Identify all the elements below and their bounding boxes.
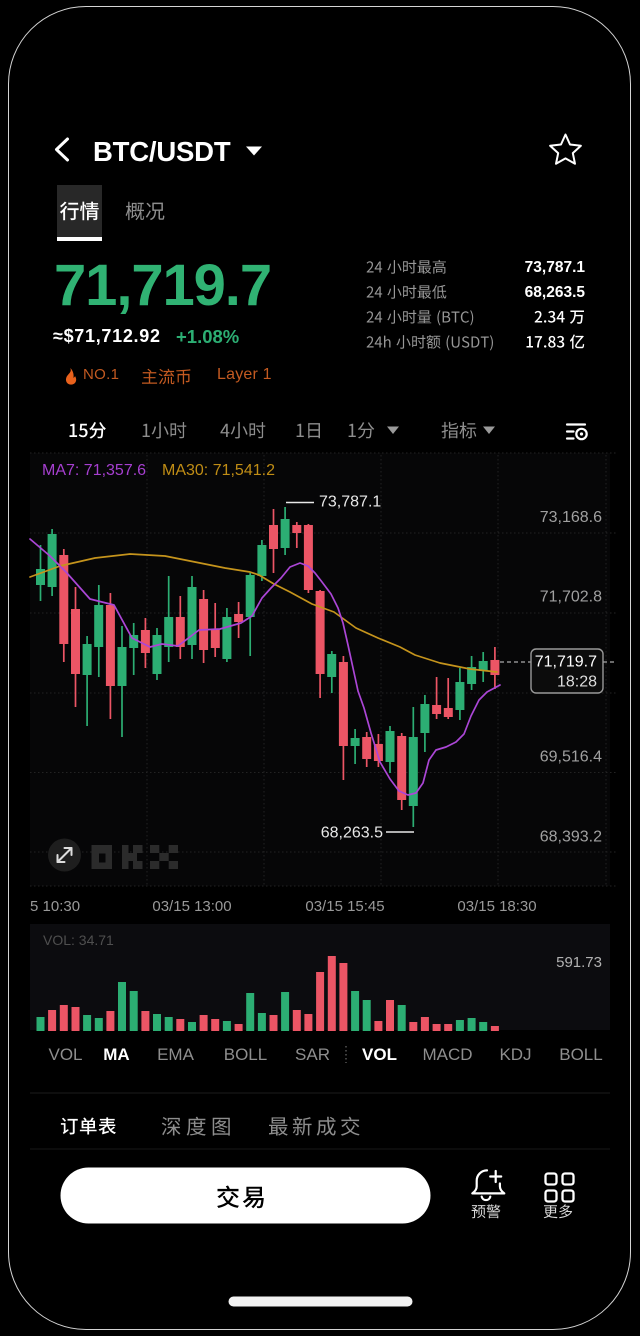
svg-text:VOL: 34.71: VOL: 34.71 [43, 932, 114, 948]
svg-text:KDJ: KDJ [499, 1045, 531, 1064]
svg-text:18:28: 18:28 [557, 674, 597, 691]
svg-text:EMA: EMA [157, 1045, 195, 1064]
svg-text:MA7: 71,357.6: MA7: 71,357.6 [42, 462, 146, 479]
svg-text:VOL: VOL [362, 1045, 397, 1064]
svg-text:BOLL: BOLL [559, 1045, 602, 1064]
svg-text:5 10:30: 5 10:30 [30, 898, 80, 915]
svg-text:MA30: 71,541.2: MA30: 71,541.2 [162, 462, 275, 479]
svg-text:BOLL: BOLL [224, 1045, 267, 1064]
svg-text:591.73: 591.73 [556, 954, 602, 971]
svg-text:MACD: MACD [422, 1045, 472, 1064]
svg-text:73,787.1: 73,787.1 [319, 494, 381, 511]
svg-text:03/15 15:45: 03/15 15:45 [305, 898, 384, 915]
svg-text:71,719.7: 71,719.7 [535, 654, 597, 671]
svg-text:68,263.5: 68,263.5 [321, 825, 383, 842]
svg-text:VOL: VOL [48, 1045, 82, 1064]
svg-text:SAR: SAR [295, 1045, 330, 1064]
svg-text:69,516.4: 69,516.4 [540, 749, 602, 766]
svg-text:03/15 18:30: 03/15 18:30 [457, 898, 536, 915]
svg-text:71,702.8: 71,702.8 [540, 589, 602, 606]
svg-text:MA: MA [103, 1045, 129, 1064]
svg-text:03/15 13:00: 03/15 13:00 [152, 898, 231, 915]
svg-text:73,168.6: 73,168.6 [540, 509, 602, 526]
svg-text:68,393.2: 68,393.2 [540, 829, 602, 846]
